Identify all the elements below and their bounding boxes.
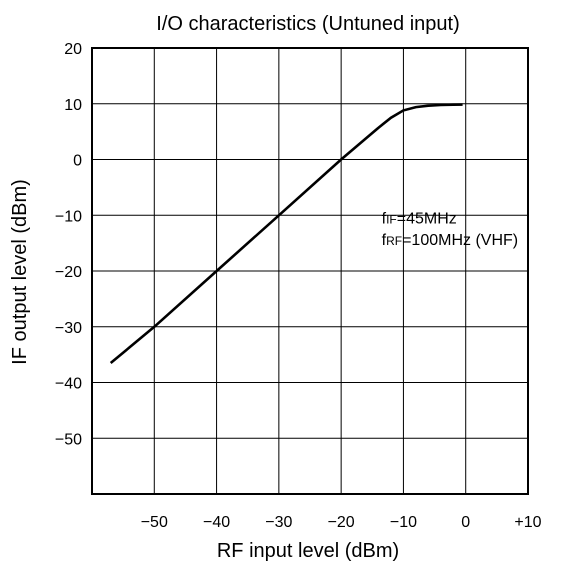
y-tick-label: −50	[55, 431, 82, 448]
x-axis-ticks: −50 −40 −30 −20 −10 0 +10	[141, 514, 542, 531]
x-tick-label: +10	[514, 514, 541, 531]
series-line	[109, 103, 463, 365]
y-axis-label: IF output level (dBm)	[9, 179, 31, 365]
annotation-line: fRF=100MHz (VHF)	[382, 232, 518, 249]
y-axis-ticks: 20 10 0 −10 −20 −30 −40 −50	[55, 41, 82, 448]
y-tick-label: −40	[55, 376, 82, 393]
y-tick-label: 20	[64, 41, 82, 58]
x-tick-label: −10	[390, 514, 417, 531]
x-tick-label: −50	[141, 514, 168, 531]
y-tick-label: −20	[55, 264, 82, 281]
annotation: fIF=45MHz fRF=100MHz (VHF)	[382, 211, 518, 249]
x-tick-label: −40	[203, 514, 230, 531]
y-tick-label: −30	[55, 320, 82, 337]
y-tick-label: 10	[64, 97, 82, 114]
x-tick-label: −20	[328, 514, 355, 531]
grid	[92, 48, 528, 494]
plot-frame	[91, 47, 529, 495]
chart-title: I/O characteristics (Untuned input)	[156, 13, 459, 35]
y-tick-label: 0	[73, 153, 82, 170]
x-tick-label: 0	[461, 514, 470, 531]
x-axis-label: RF input level (dBm)	[217, 540, 399, 562]
y-tick-label: −10	[55, 208, 82, 225]
annotation-line: fIF=45MHz	[382, 211, 457, 228]
x-tick-label: −30	[265, 514, 292, 531]
